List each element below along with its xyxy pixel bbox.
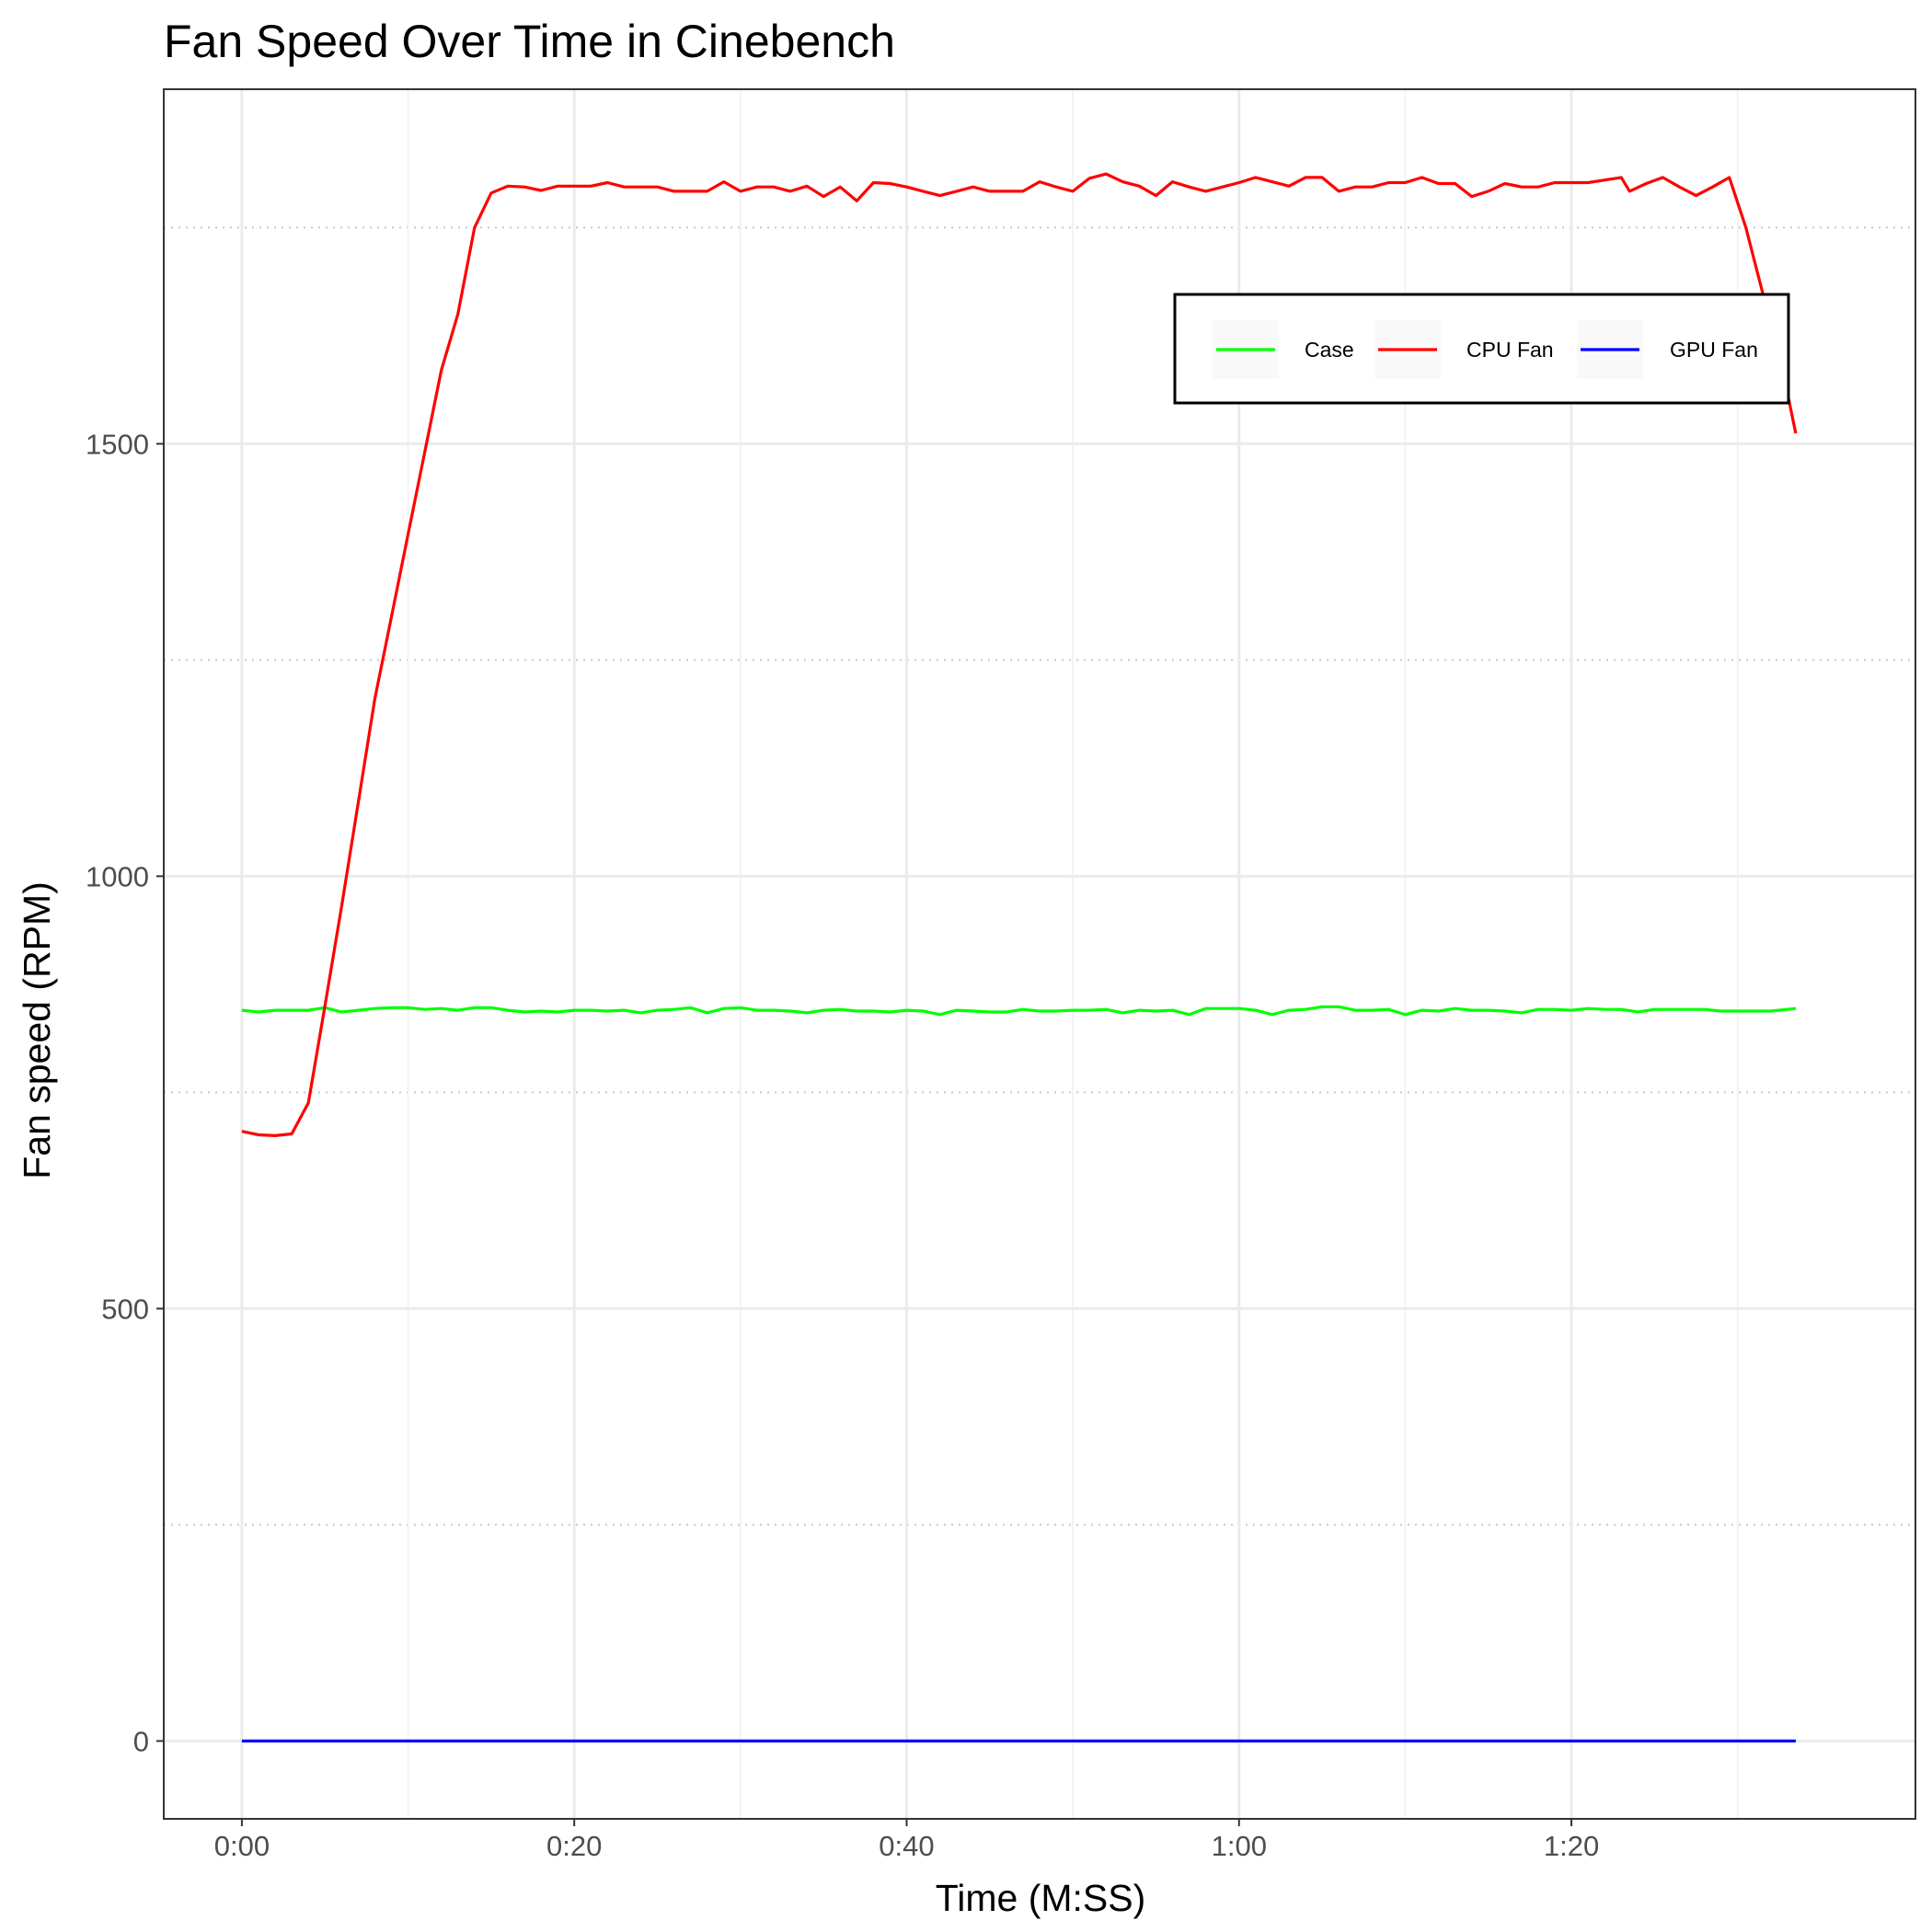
x-axis: 0:00 0:20 0:40 1:00 1:20 (214, 1819, 1599, 1862)
x-tick-label: 0:20 (546, 1830, 602, 1862)
x-axis-title: Time (M:SS) (936, 1877, 1146, 1919)
y-axis-title: Fan speed (RPM) (16, 881, 58, 1179)
x-tick-label: 1:00 (1212, 1830, 1267, 1862)
y-axis: 0 500 1000 1500 (86, 428, 164, 1757)
y-tick-label: 500 (101, 1293, 149, 1325)
chart-title: Fan Speed Over Time in Cinebench (164, 16, 895, 67)
series-line-case (241, 1005, 1797, 1017)
series-line-cpu-fan (241, 172, 1798, 1138)
legend-label-case: Case (1305, 338, 1354, 362)
y-tick-label: 1500 (86, 428, 149, 460)
legend: Case CPU Fan GPU Fan (1173, 293, 1790, 405)
legend-label-cpu-fan: CPU Fan (1466, 338, 1554, 362)
y-tick-label: 0 (133, 1725, 149, 1757)
y-tick-label: 1000 (86, 860, 149, 892)
panel-border (163, 88, 1916, 1820)
x-tick-label: 0:40 (879, 1830, 934, 1862)
legend-label-gpu-fan: GPU Fan (1670, 338, 1758, 362)
x-tick-label: 0:00 (214, 1830, 270, 1862)
x-tick-label: 1:20 (1544, 1830, 1599, 1862)
